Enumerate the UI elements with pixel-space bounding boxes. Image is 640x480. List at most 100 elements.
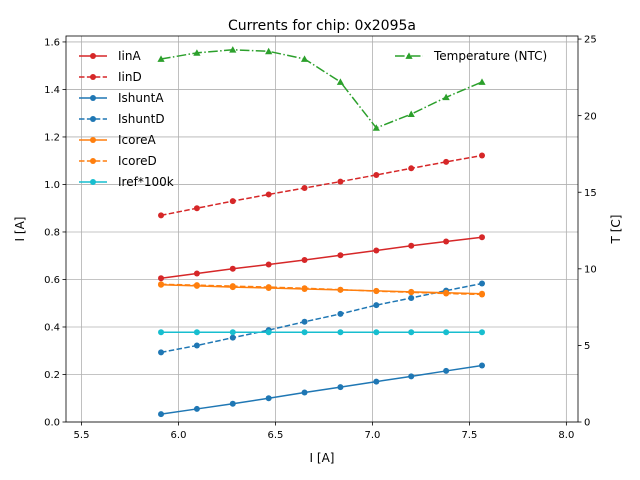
data-point <box>408 165 415 172</box>
series-iind <box>158 152 485 219</box>
series-line <box>161 283 483 296</box>
legend-entry: IinA <box>79 49 141 63</box>
data-point <box>301 318 308 325</box>
data-point <box>373 378 380 385</box>
y-tick-label: 0.6 <box>44 275 60 286</box>
y-tick-label: 1.6 <box>44 38 60 49</box>
data-point <box>301 256 308 263</box>
legend-entry: IcoreD <box>79 154 157 168</box>
data-point <box>373 302 380 309</box>
series-temperature-ntc- <box>157 46 486 131</box>
y-tick-label: 0.4 <box>44 323 60 334</box>
data-point <box>229 400 236 407</box>
y-tick-label: 1.0 <box>44 180 60 191</box>
data-point <box>443 158 450 165</box>
y-tick-label: 1.2 <box>44 133 60 144</box>
legend-marker <box>90 53 96 59</box>
data-point <box>408 289 415 296</box>
series-line <box>160 364 483 415</box>
data-point <box>478 78 486 85</box>
y2-tick-label: 20 <box>584 111 597 122</box>
data-point <box>479 280 485 287</box>
data-point <box>443 329 450 336</box>
data-point <box>336 78 345 85</box>
data-point <box>408 295 415 302</box>
data-point <box>300 55 309 62</box>
y-tick-label: 1.4 <box>44 85 60 96</box>
data-point <box>442 93 450 101</box>
data-point <box>373 329 380 336</box>
data-point <box>373 288 380 295</box>
legend-label: IcoreA <box>118 133 157 147</box>
y-tick-label: 0.0 <box>44 418 60 429</box>
grid <box>66 36 578 423</box>
legend-label: Iref*100k <box>118 175 174 189</box>
data-point <box>337 384 344 391</box>
series-line <box>160 49 483 129</box>
series-line <box>160 154 483 217</box>
legend-entry: IinD <box>79 70 142 84</box>
y2-tick-label: 0 <box>584 418 590 429</box>
plot-frame <box>65 35 579 423</box>
data-point <box>443 238 450 245</box>
data-point <box>158 411 165 418</box>
data-point <box>193 49 201 56</box>
data-point <box>265 191 272 198</box>
data-point <box>479 291 485 298</box>
data-point <box>408 373 415 380</box>
legend-right: Temperature (NTC) <box>395 49 547 63</box>
data-point <box>193 405 200 412</box>
data-point <box>443 367 450 374</box>
data-point <box>229 334 236 341</box>
x-tick-label: 7.0 <box>364 430 380 441</box>
data-point <box>229 198 236 205</box>
data-point <box>229 283 236 290</box>
data-point <box>158 349 165 356</box>
plot-series <box>157 46 486 418</box>
x-tick-label: 7.5 <box>461 430 477 441</box>
y2-axis-label: T [C] <box>609 215 623 245</box>
legend-marker <box>405 52 413 59</box>
y-axis-label: I [A] <box>13 217 27 242</box>
data-point <box>158 212 165 219</box>
x-tick-label: 6.5 <box>268 430 284 441</box>
x-tick-label: 6.0 <box>171 430 187 441</box>
data-point <box>443 290 450 297</box>
data-point <box>479 152 485 159</box>
legend-marker <box>90 179 96 185</box>
data-point <box>229 329 236 336</box>
data-point <box>229 46 237 53</box>
x-tick-label: 5.5 <box>74 430 90 441</box>
legend-entry: Temperature (NTC) <box>395 49 547 63</box>
series-iina <box>158 234 485 282</box>
legend-left: IinA IinD IshuntA IshuntD IcoreA IcoreD Iref*1… <box>79 49 174 189</box>
data-point <box>301 389 308 396</box>
legend-label: Temperature (NTC) <box>433 49 547 63</box>
legend-entry: IshuntA <box>79 91 164 105</box>
data-point <box>265 395 272 402</box>
data-point <box>479 234 485 241</box>
legend-marker <box>90 158 96 164</box>
y-tick-label: 0.2 <box>44 370 60 381</box>
y2-tick-label: 15 <box>584 188 597 199</box>
series-line <box>160 282 483 354</box>
data-point <box>158 275 165 282</box>
legend-marker <box>90 137 96 143</box>
series-iref-100k <box>158 329 485 336</box>
legend-label: IshuntD <box>118 112 165 126</box>
legend-label: IshuntA <box>118 91 164 105</box>
axes: 5.5 6.0 6.5 7.0 7.5 8.0 0.0 0.2 0.4 0.6 0.8 1.0 1.2 1… <box>44 35 597 441</box>
data-point <box>373 247 380 254</box>
data-point <box>337 178 344 185</box>
data-point <box>337 329 344 336</box>
series-icored <box>158 281 485 298</box>
data-point <box>337 310 344 317</box>
series-line <box>160 236 483 280</box>
data-point <box>301 329 308 336</box>
x-tick-label: 8.0 <box>558 430 574 441</box>
series-ishunta <box>158 362 485 418</box>
chart-title: Currents for chip: 0x2095a <box>228 18 416 34</box>
data-point <box>265 47 273 55</box>
y2-tick-label: 25 <box>584 35 597 46</box>
